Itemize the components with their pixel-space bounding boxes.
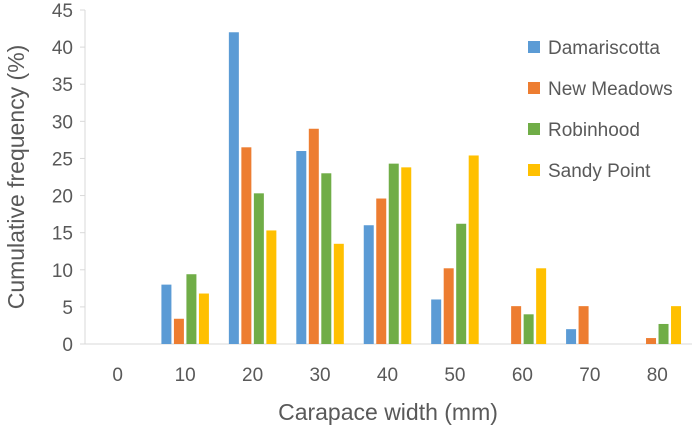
- bar-new-meadows: [443, 268, 454, 344]
- bar-robinhood: [388, 163, 399, 344]
- y-tick-label: 45: [52, 1, 73, 22]
- legend-swatch: [528, 82, 540, 94]
- y-tick-label: 5: [62, 298, 73, 319]
- bar-damariscotta: [431, 299, 442, 344]
- bar-damariscotta: [296, 151, 307, 344]
- bar-sandy-point: [198, 293, 209, 344]
- y-tick-label: 10: [52, 261, 73, 282]
- bar-sandy-point: [671, 306, 682, 344]
- bar-robinhood: [523, 314, 534, 344]
- bar-robinhood: [658, 323, 669, 344]
- x-tick-label: 20: [242, 365, 263, 386]
- x-tick-label: 70: [579, 365, 600, 386]
- x-tick-label: 60: [512, 365, 533, 386]
- bars: [161, 32, 682, 345]
- x-tick-label: 40: [377, 365, 398, 386]
- bar-sandy-point: [333, 243, 344, 344]
- bar-robinhood: [321, 173, 332, 344]
- legend: Damariscotta New Meadows Robinhood Sandy Po…: [528, 38, 673, 182]
- legend-label: Damariscotta: [548, 38, 660, 59]
- legend-label: New Meadows: [548, 79, 673, 100]
- bar-damariscotta: [363, 225, 374, 344]
- x-tick-label: 80: [647, 365, 668, 386]
- bar-robinhood: [253, 193, 264, 344]
- legend-label: Robinhood: [548, 120, 640, 141]
- y-tick-label: 40: [52, 38, 73, 59]
- legend-swatch: [528, 123, 540, 135]
- bar-new-meadows: [376, 198, 387, 344]
- bar-robinhood: [456, 223, 467, 344]
- bar-sandy-point: [266, 230, 277, 344]
- y-tick-label: 15: [52, 224, 73, 245]
- x-tick-label: 0: [112, 365, 123, 386]
- bar-new-meadows: [173, 318, 184, 344]
- y-tick-label: 20: [52, 187, 73, 208]
- x-tick-label: 50: [444, 365, 465, 386]
- bar-damariscotta: [161, 284, 172, 344]
- bar-damariscotta: [566, 329, 577, 344]
- legend-label: Sandy Point: [548, 161, 651, 182]
- y-tick-label: 25: [52, 149, 73, 170]
- y-tick-label: 35: [52, 75, 73, 96]
- y-axis-label: Cumulative frequency (%): [3, 45, 29, 310]
- bar-robinhood: [186, 274, 197, 344]
- axes: 0 5 10 15 20 25 30 35 40 45 0 10 20 30 40 50 60 70 80: [52, 1, 692, 386]
- bar-new-meadows: [511, 306, 522, 344]
- bar-sandy-point: [401, 167, 412, 344]
- y-tick-label: 0: [62, 335, 73, 356]
- bar-new-meadows: [578, 306, 589, 344]
- x-tick-label: 30: [309, 365, 330, 386]
- y-tick-label: 30: [52, 112, 73, 133]
- x-tick-label: 10: [175, 365, 196, 386]
- bar-new-meadows: [646, 338, 657, 344]
- bar-sandy-point: [536, 268, 547, 344]
- legend-swatch: [528, 164, 540, 176]
- x-axis-label: Carapace width (mm): [278, 399, 498, 425]
- bar-sandy-point: [468, 155, 479, 344]
- bar-new-meadows: [241, 147, 252, 344]
- legend-swatch: [528, 41, 540, 53]
- bar-damariscotta: [228, 32, 239, 345]
- bar-new-meadows: [308, 128, 319, 344]
